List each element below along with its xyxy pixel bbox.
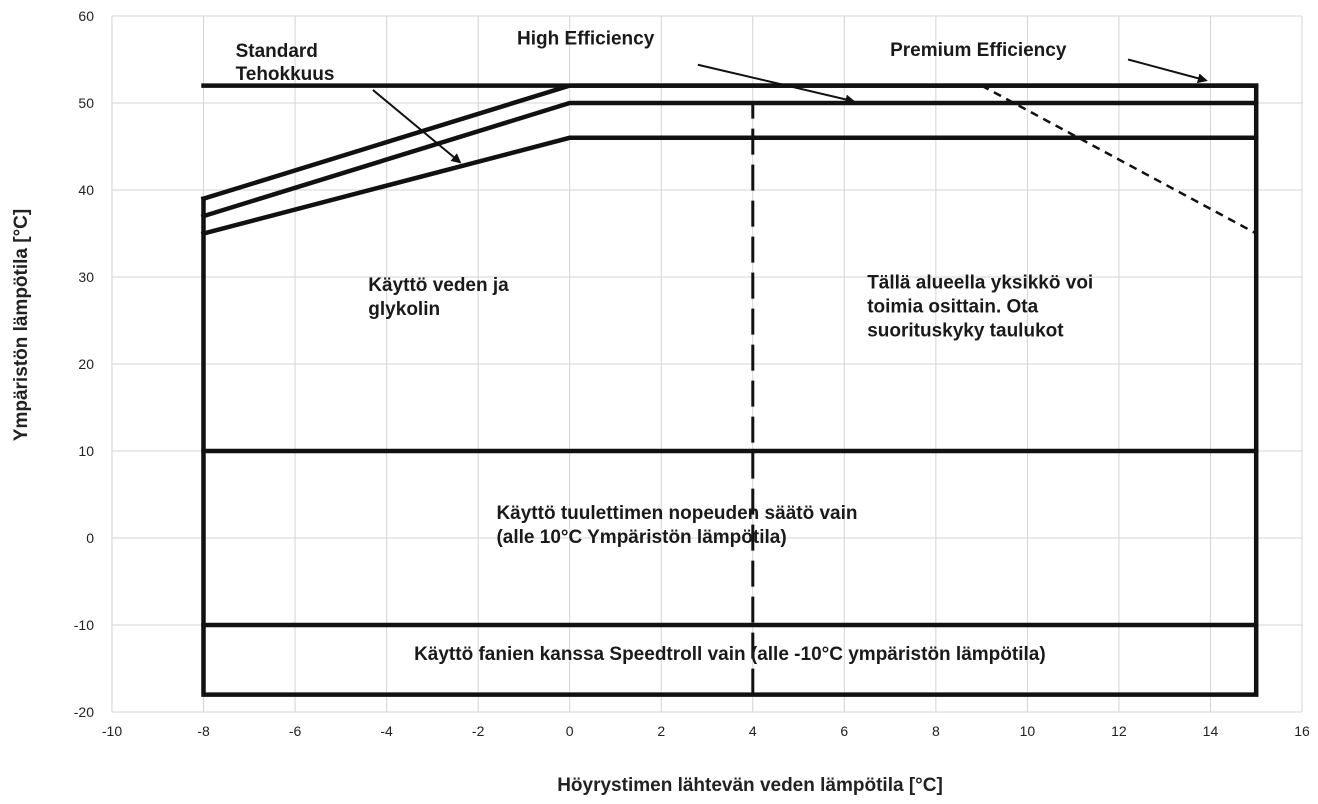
series-label-arrow-0	[372, 89, 462, 164]
x-tick-label: -2	[472, 723, 485, 739]
x-tick-label: -4	[380, 723, 393, 739]
series-lines	[200, 83, 1259, 697]
series-label-2: Premium Efficiency	[890, 40, 1067, 61]
series-label-0: Standard Tehokkuus	[236, 41, 335, 85]
x-tick-label: -8	[197, 723, 210, 739]
region-annotation-2: Käyttö tuulettimen nopeuden säätö vain (a…	[496, 503, 857, 548]
x-tick-label: 6	[840, 723, 848, 739]
series-label-1: High Efficiency	[517, 29, 655, 50]
x-tick-label: -10	[102, 723, 122, 739]
y-axis-title: Ympäristön lämpötila [°C]	[11, 209, 32, 441]
x-tick-label: 16	[1294, 723, 1310, 739]
series-line-5	[201, 83, 1259, 697]
x-tick-label: -6	[289, 723, 302, 739]
region-annotations: Käyttö veden ja glykolin Tällä alueella yk…	[368, 272, 1093, 664]
series-label-arrow-1	[697, 63, 856, 105]
x-tick-label: 10	[1020, 723, 1036, 739]
y-tick-label: 20	[78, 356, 94, 372]
grid	[111, 15, 1303, 713]
y-tick-label: 60	[78, 8, 94, 24]
series-label-arrow-2	[1127, 58, 1208, 84]
x-tick-label: 0	[566, 723, 574, 739]
y-tick-label: 10	[78, 443, 94, 459]
x-tick-label: 12	[1111, 723, 1127, 739]
x-tick-label: 4	[749, 723, 757, 739]
region-annotation-3: Käyttö fanien kanssa Speedtroll vain (al…	[414, 644, 1046, 665]
y-tick-label: 30	[78, 269, 94, 285]
x-tick-label: 2	[657, 723, 665, 739]
y-tick-label: 0	[86, 530, 94, 546]
series-line-3	[981, 84, 1257, 235]
y-tick-label: -10	[74, 617, 94, 633]
series-standard-tehokkuus	[200, 135, 1259, 237]
y-tick-label: 50	[78, 95, 94, 111]
x-axis-title: Höyrystimen lähtevän veden lämpötila [°C…	[557, 775, 943, 796]
series-labels: Standard Tehokkuus High Efficiency Premium …	[236, 29, 1208, 164]
x-tick-label: 14	[1203, 723, 1219, 739]
series-high-efficiency	[200, 100, 1259, 219]
y-tick-label: 40	[78, 182, 94, 198]
region-annotation-1: Tällä alueella yksikkö voi toimia osittai…	[867, 272, 1093, 341]
x-tick-label: 8	[932, 723, 940, 739]
tick-labels: -10 -8 -6 -4 -2 0 2 4 6 8 10 12 14 16-20-100102030405…	[74, 8, 1310, 739]
region-annotation-0: Käyttö veden ja glykolin	[368, 275, 509, 320]
y-tick-label: -20	[74, 704, 94, 720]
